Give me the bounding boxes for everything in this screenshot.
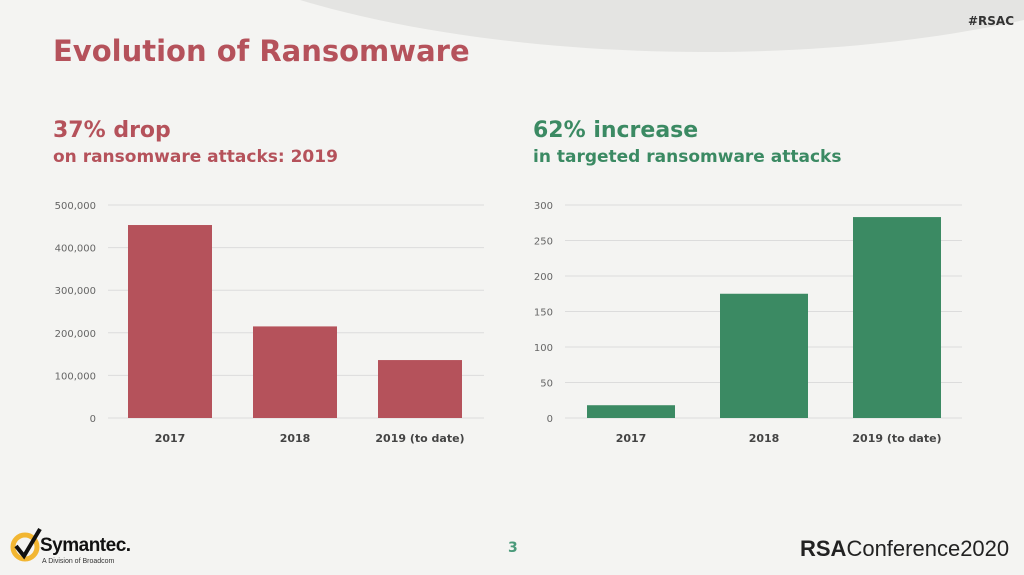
x-tick-label: 2018 [280,432,311,445]
bar-2019 [853,217,941,418]
x-tick-label: 2018 [749,432,780,445]
targeted-attacks-chart: 0 50 100 150 200 250 300 2017 2018 2019 (to date) [534,201,962,445]
bar-2018 [253,326,337,418]
left-headline: 37% drop [53,118,171,143]
symantec-logo: Symantec. A Division of Broadcom [10,527,131,567]
y-tick-label: 200,000 [55,329,96,340]
header-wave-decoration [300,0,1024,53]
y-tick-label: 0 [90,414,96,425]
x-tick-label: 2017 [155,432,186,445]
right-subhead: in targeted ransomware attacks [533,147,842,167]
y-tick-label: 100 [534,343,553,354]
bar-2019 [378,360,462,418]
x-tick-label: 2017 [616,432,647,445]
y-tick-label: 400,000 [55,244,96,255]
bar-2018 [720,293,808,418]
y-tick-label: 300,000 [55,286,96,297]
left-subhead: on ransomware attacks: 2019 [53,147,338,167]
y-tick-label: 100,000 [55,371,96,382]
ransomware-attacks-chart: 0 100,000 200,000 300,000 400,000 500,000 2017… [55,201,484,445]
right-headline: 62% increase [533,118,699,143]
y-tick-label: 150 [534,308,553,319]
rsa-conference-logo: RSAConference2020 [800,536,1010,561]
bar-2017 [587,405,675,418]
y-tick-label: 200 [534,272,553,283]
y-tick-label: 300 [534,201,553,212]
y-tick-label: 50 [540,379,553,390]
page-number: 3 [508,540,518,556]
x-tick-label: 2019 (to date) [852,432,941,445]
slide-title: Evolution of Ransomware [53,34,470,68]
y-tick-label: 0 [547,414,553,425]
y-tick-label: 250 [534,237,553,248]
hashtag: #RSAC [967,14,1014,28]
bar-2017 [128,225,212,418]
symantec-check-icon [10,527,42,562]
x-tick-label: 2019 (to date) [375,432,464,445]
y-tick-label: 500,000 [55,201,96,212]
